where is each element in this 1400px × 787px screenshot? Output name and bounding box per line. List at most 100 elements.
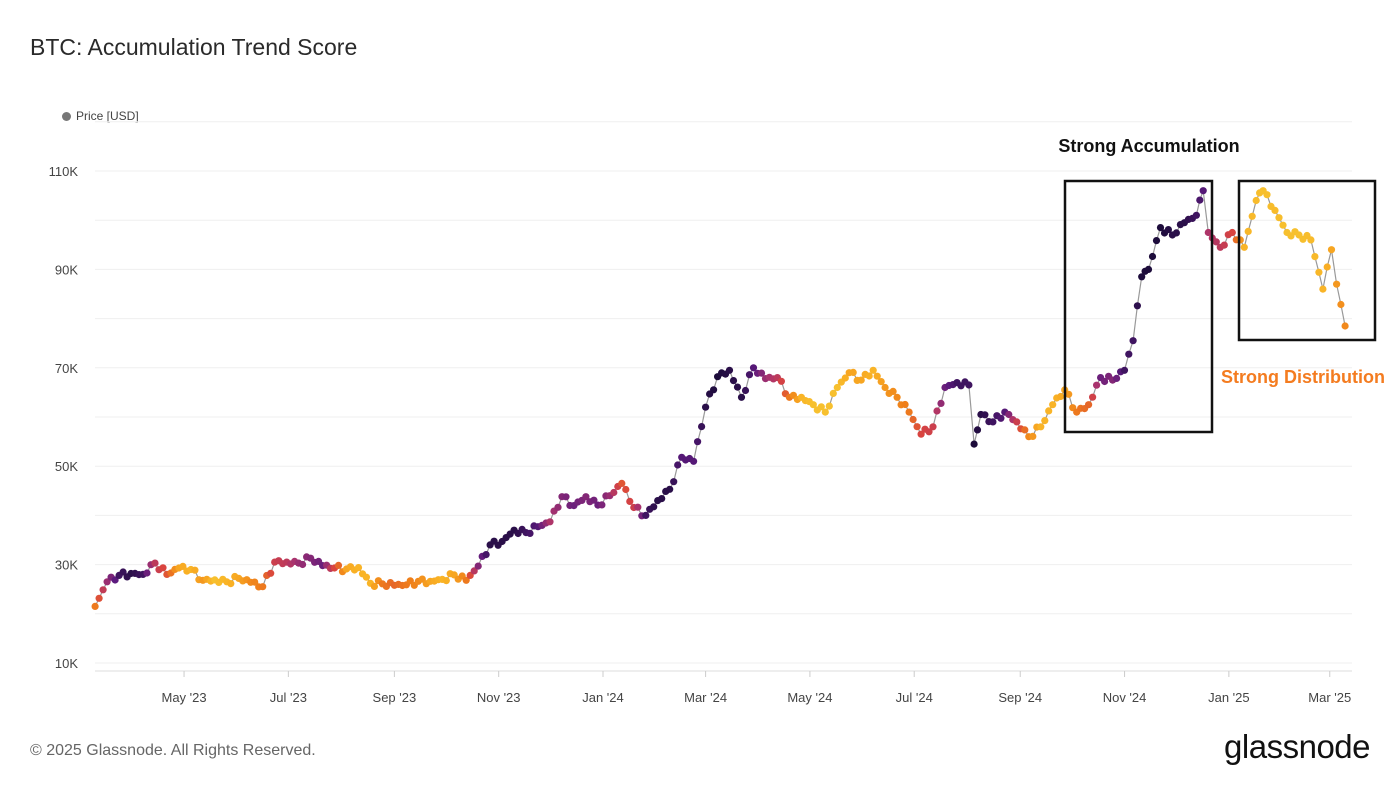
annotation-strong-accumulation: Strong Accumulation — [1058, 136, 1239, 156]
price-point — [670, 478, 678, 486]
price-point — [1333, 280, 1341, 288]
price-point — [354, 564, 363, 572]
price-point — [1021, 426, 1029, 434]
price-point — [1323, 263, 1331, 271]
price-points — [91, 187, 1349, 611]
price-point — [1089, 393, 1097, 401]
price-point — [1120, 366, 1129, 374]
price-point — [873, 372, 881, 380]
y-tick-label: 90K — [55, 262, 78, 277]
price-point — [1319, 285, 1327, 293]
price-point — [1129, 337, 1137, 345]
y-axis-ticks: 10K 30K 50K 70K 90K 110K — [49, 164, 79, 671]
price-point — [841, 374, 849, 382]
price-point — [1041, 417, 1049, 425]
price-point — [757, 369, 766, 377]
price-point — [1327, 246, 1336, 254]
distribution-box — [1237, 179, 1377, 342]
x-tick-label: Mar '24 — [684, 690, 727, 705]
price-point — [546, 518, 554, 526]
price-point — [1244, 227, 1252, 235]
price-point — [710, 386, 718, 394]
price-point — [1148, 252, 1157, 261]
price-point — [1196, 196, 1204, 204]
price-point — [925, 428, 933, 436]
price-point — [634, 503, 642, 511]
price-point — [1164, 226, 1172, 234]
price-point — [119, 568, 127, 576]
price-point — [1307, 236, 1315, 244]
price-point — [905, 408, 913, 416]
price-point — [965, 381, 973, 389]
price-point — [737, 393, 746, 401]
price-point — [690, 457, 698, 465]
price-point — [474, 562, 482, 570]
price-point — [865, 372, 873, 380]
price-point — [1252, 196, 1260, 205]
price-point — [590, 496, 598, 504]
price-point — [526, 529, 534, 538]
price-point — [618, 479, 626, 487]
price-point — [622, 485, 630, 494]
price-point — [702, 403, 710, 411]
legend-item-price[interactable]: Price [USD] — [62, 109, 139, 123]
price-point — [877, 378, 885, 386]
price-point — [267, 569, 275, 577]
price-point — [1065, 390, 1073, 398]
price-point — [91, 602, 99, 611]
price-point — [1199, 187, 1207, 195]
y-tick-label: 30K — [55, 558, 78, 573]
price-point — [970, 440, 978, 448]
price-point — [1315, 268, 1323, 276]
price-point — [1057, 392, 1065, 401]
legend-label: Price [USD] — [76, 109, 139, 123]
price-point — [99, 586, 107, 594]
price-point — [1275, 214, 1283, 222]
price-point — [462, 576, 470, 584]
price-point — [1085, 401, 1093, 409]
price-point — [973, 426, 982, 434]
price-point — [913, 423, 921, 431]
price-point — [442, 577, 450, 585]
price-point — [179, 562, 187, 571]
price-point — [901, 400, 909, 409]
price-point — [191, 566, 199, 574]
price-point — [1212, 238, 1220, 246]
price-point — [1093, 381, 1101, 389]
price-point — [1125, 350, 1133, 358]
price-point — [745, 371, 754, 379]
price-point — [1101, 377, 1109, 386]
price-point — [95, 594, 103, 602]
y-tick-label: 110K — [49, 164, 79, 179]
price-point — [694, 438, 702, 446]
price-point — [650, 503, 658, 511]
price-point — [482, 551, 490, 559]
price-point — [889, 387, 897, 395]
x-tick-label: Sep '23 — [373, 690, 417, 705]
price-point — [610, 488, 618, 497]
price-point — [733, 383, 742, 391]
price-point — [1013, 418, 1021, 426]
price-point — [1045, 407, 1053, 415]
y-tick-label: 70K — [55, 361, 78, 376]
price-point — [1172, 229, 1180, 237]
x-tick-label: Nov '23 — [477, 690, 521, 705]
price-point — [1228, 228, 1236, 237]
price-point — [1240, 243, 1248, 251]
price-point — [809, 401, 817, 409]
y-tick-label: 50K — [55, 459, 78, 474]
price-point — [825, 402, 833, 410]
chart-title: BTC: Accumulation Trend Score — [30, 34, 358, 60]
x-tick-label: May '24 — [787, 690, 832, 705]
price-point — [251, 578, 259, 586]
price-line — [94, 189, 1346, 607]
price-point — [1113, 374, 1121, 382]
price-point — [470, 567, 478, 575]
legend-dot-icon — [62, 111, 71, 121]
price-point — [1133, 302, 1141, 310]
price-point — [362, 573, 370, 581]
x-tick-label: Sep '24 — [998, 690, 1042, 705]
price-point — [598, 501, 606, 509]
x-tick-label: Jan '25 — [1208, 690, 1250, 705]
price-point — [159, 564, 167, 572]
